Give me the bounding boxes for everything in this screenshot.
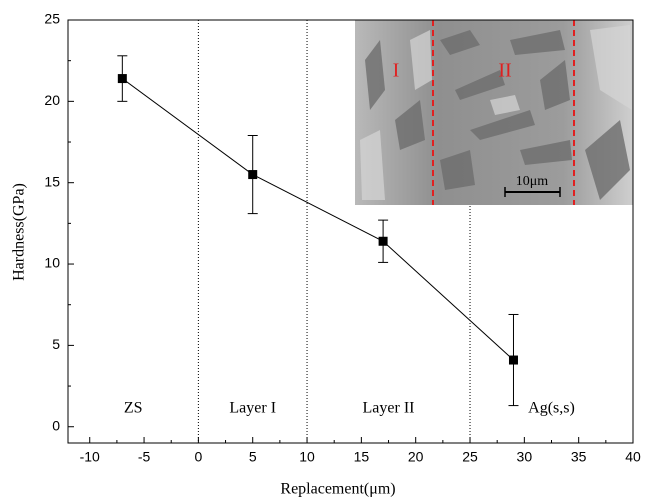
y-tick-label: 5 (52, 336, 60, 352)
data-point (379, 237, 388, 246)
inset-image: I II 10μm (355, 20, 633, 205)
x-tick-label: 30 (517, 449, 533, 465)
x-tick-label: 0 (194, 449, 202, 465)
x-tick-label: 25 (462, 449, 478, 465)
x-tick-label: 10 (299, 449, 315, 465)
data-point (509, 356, 518, 365)
x-tick-label: 20 (408, 449, 424, 465)
y-tick-label: 10 (44, 255, 60, 271)
page: I II 10μm Replacement(μm) Hardness(GPa) … (0, 0, 645, 500)
data-point (118, 74, 127, 83)
region-label: Ag(s,s) (528, 400, 575, 417)
y-tick-label: 0 (52, 417, 60, 433)
y-tick-label: 15 (44, 173, 60, 189)
x-tick-label: 40 (625, 449, 641, 465)
y-axis-label: Hardness(GPa) (11, 183, 28, 281)
scale-bar-label: 10μm (516, 174, 549, 189)
x-tick-label: 5 (249, 449, 257, 465)
x-axis-label: Replacement(μm) (280, 481, 395, 498)
region-label: Layer I (229, 400, 276, 417)
region-label: ZS (124, 400, 143, 417)
y-tick-label: 20 (44, 92, 60, 108)
sem-background (355, 20, 633, 205)
inset-label: II (498, 60, 511, 82)
inset-label: I (393, 60, 400, 82)
y-tick-label: 25 (44, 11, 60, 27)
chart: I II 10μm Replacement(μm) Hardness(GPa) … (0, 0, 645, 500)
x-tick-label: -10 (80, 449, 100, 465)
x-tick-label: 35 (571, 449, 587, 465)
x-tick-label: 15 (354, 449, 370, 465)
region-label: Layer II (363, 400, 415, 417)
x-tick-label: -5 (138, 449, 151, 465)
data-point (248, 170, 257, 179)
